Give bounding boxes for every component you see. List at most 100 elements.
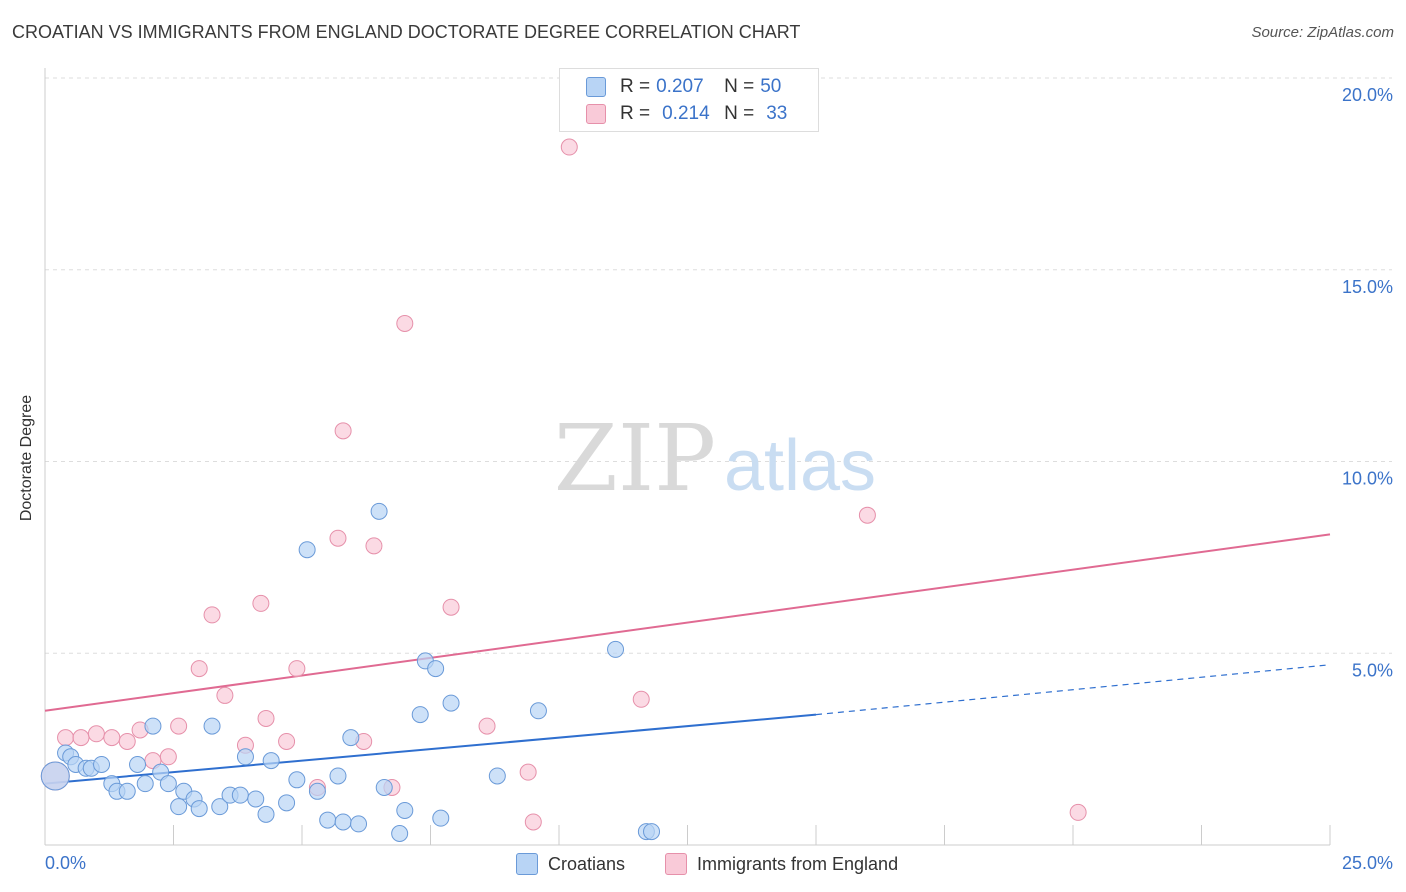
england-point (278, 732, 296, 750)
stats-legend: R = 0.207 N = 50 R = 0.214 N = 33 (559, 68, 819, 132)
croatians-point (319, 811, 337, 829)
england-point (524, 813, 542, 831)
england-point (216, 686, 234, 704)
england-point (329, 529, 347, 547)
croatians-point (93, 755, 111, 773)
croatians-point (211, 798, 229, 816)
croatians-point (342, 729, 360, 747)
england-point (203, 606, 221, 624)
y-tick-label: 10.0% (1342, 469, 1393, 489)
croatians-point (190, 800, 208, 818)
england-point (442, 598, 460, 616)
croatians-point (370, 502, 388, 520)
england-point (118, 732, 136, 750)
croatians-point (136, 775, 154, 793)
croatians-point (236, 748, 254, 766)
england-point (288, 660, 306, 678)
r-value: 0.207 (656, 76, 704, 97)
x-tick-label: 25.0% (1342, 853, 1393, 873)
source-label: Source: ZipAtlas.com (1251, 24, 1394, 41)
england-point (560, 138, 578, 156)
n-label: N = (724, 76, 755, 97)
croatians-point (607, 640, 625, 658)
england-trend-line (44, 533, 1331, 712)
n-label: N = (724, 103, 755, 124)
croatians-point (170, 798, 188, 816)
croatians-trend-extension (815, 664, 1331, 716)
gridlines (45, 77, 1392, 654)
chart-title: CROATIAN VS IMMIGRANTS FROM ENGLAND DOCT… (12, 22, 801, 42)
england-point (858, 506, 876, 524)
england-point (87, 725, 105, 743)
watermark-atlas: atlas (724, 426, 876, 506)
croatians-point (298, 541, 316, 559)
england-point (170, 717, 188, 735)
england-point (252, 594, 270, 612)
r-label: R = (620, 76, 651, 97)
croatians-point (308, 782, 326, 800)
y-tick-label: 15.0% (1342, 277, 1393, 297)
croatians-point (350, 815, 368, 833)
england-point (365, 537, 383, 555)
tick-labels: 5.0% 10.0% 15.0% 20.0% 0.0% 25.0% (45, 85, 1393, 873)
england-swatch-icon (586, 104, 606, 124)
croatians-point (231, 786, 249, 804)
england-legend-icon (665, 853, 687, 875)
england-point (103, 729, 121, 747)
croatians-point (391, 824, 409, 842)
croatians-point (643, 823, 661, 841)
data-points (40, 138, 1087, 842)
bottom-legend-england: Immigrants from England (665, 852, 898, 876)
x-tick-label: 0.0% (45, 853, 86, 873)
england-point (1069, 803, 1087, 821)
croatians-point (247, 790, 265, 808)
croatians-trend-line (44, 713, 817, 785)
y-tick-label: 20.0% (1342, 85, 1393, 105)
r-value: 0.214 (662, 103, 710, 124)
england-point (478, 717, 496, 735)
croatians-point (40, 761, 70, 791)
croatians-point (144, 717, 162, 735)
croatians-legend-label: Croatians (548, 853, 626, 874)
croatians-point (427, 660, 445, 678)
croatians-point (329, 767, 347, 785)
y-tick-label: 5.0% (1352, 660, 1393, 680)
n-value: 33 (766, 103, 788, 124)
croatians-point (159, 775, 177, 793)
n-value: 50 (760, 76, 782, 97)
england-point (334, 422, 352, 440)
croatians-swatch-icon (586, 77, 606, 97)
england-point (72, 729, 90, 747)
croatians-point (257, 805, 275, 823)
legend-row-england: R = 0.214 N = 33 (586, 102, 787, 126)
croatians-point (432, 809, 450, 827)
croatians-point (288, 771, 306, 789)
watermark-zip: ZIP (554, 405, 716, 512)
england-point (632, 690, 650, 708)
croatians-point (411, 706, 429, 724)
england-point (396, 314, 414, 332)
croatians-point (488, 767, 506, 785)
england-point (159, 748, 177, 766)
bottom-legend-croatians: Croatians (516, 852, 625, 876)
croatians-point (129, 755, 147, 773)
croatians-point (203, 717, 221, 735)
trend-lines (44, 533, 1331, 785)
croatians-point (442, 694, 460, 712)
croatians-point (334, 813, 352, 831)
england-point (519, 763, 537, 781)
england-point (257, 709, 275, 727)
england-legend-label: Immigrants from England (697, 853, 899, 874)
croatians-point (262, 752, 280, 770)
croatians-legend-icon (516, 853, 538, 875)
legend-row-croatians: R = 0.207 N = 50 (586, 75, 781, 99)
axes (44, 68, 1331, 846)
croatians-point (118, 782, 136, 800)
england-point (57, 729, 75, 747)
england-point (190, 660, 208, 678)
r-label: R = (620, 103, 651, 124)
croatians-point (375, 778, 393, 796)
croatians-point (529, 702, 547, 720)
croatians-point (278, 794, 296, 812)
